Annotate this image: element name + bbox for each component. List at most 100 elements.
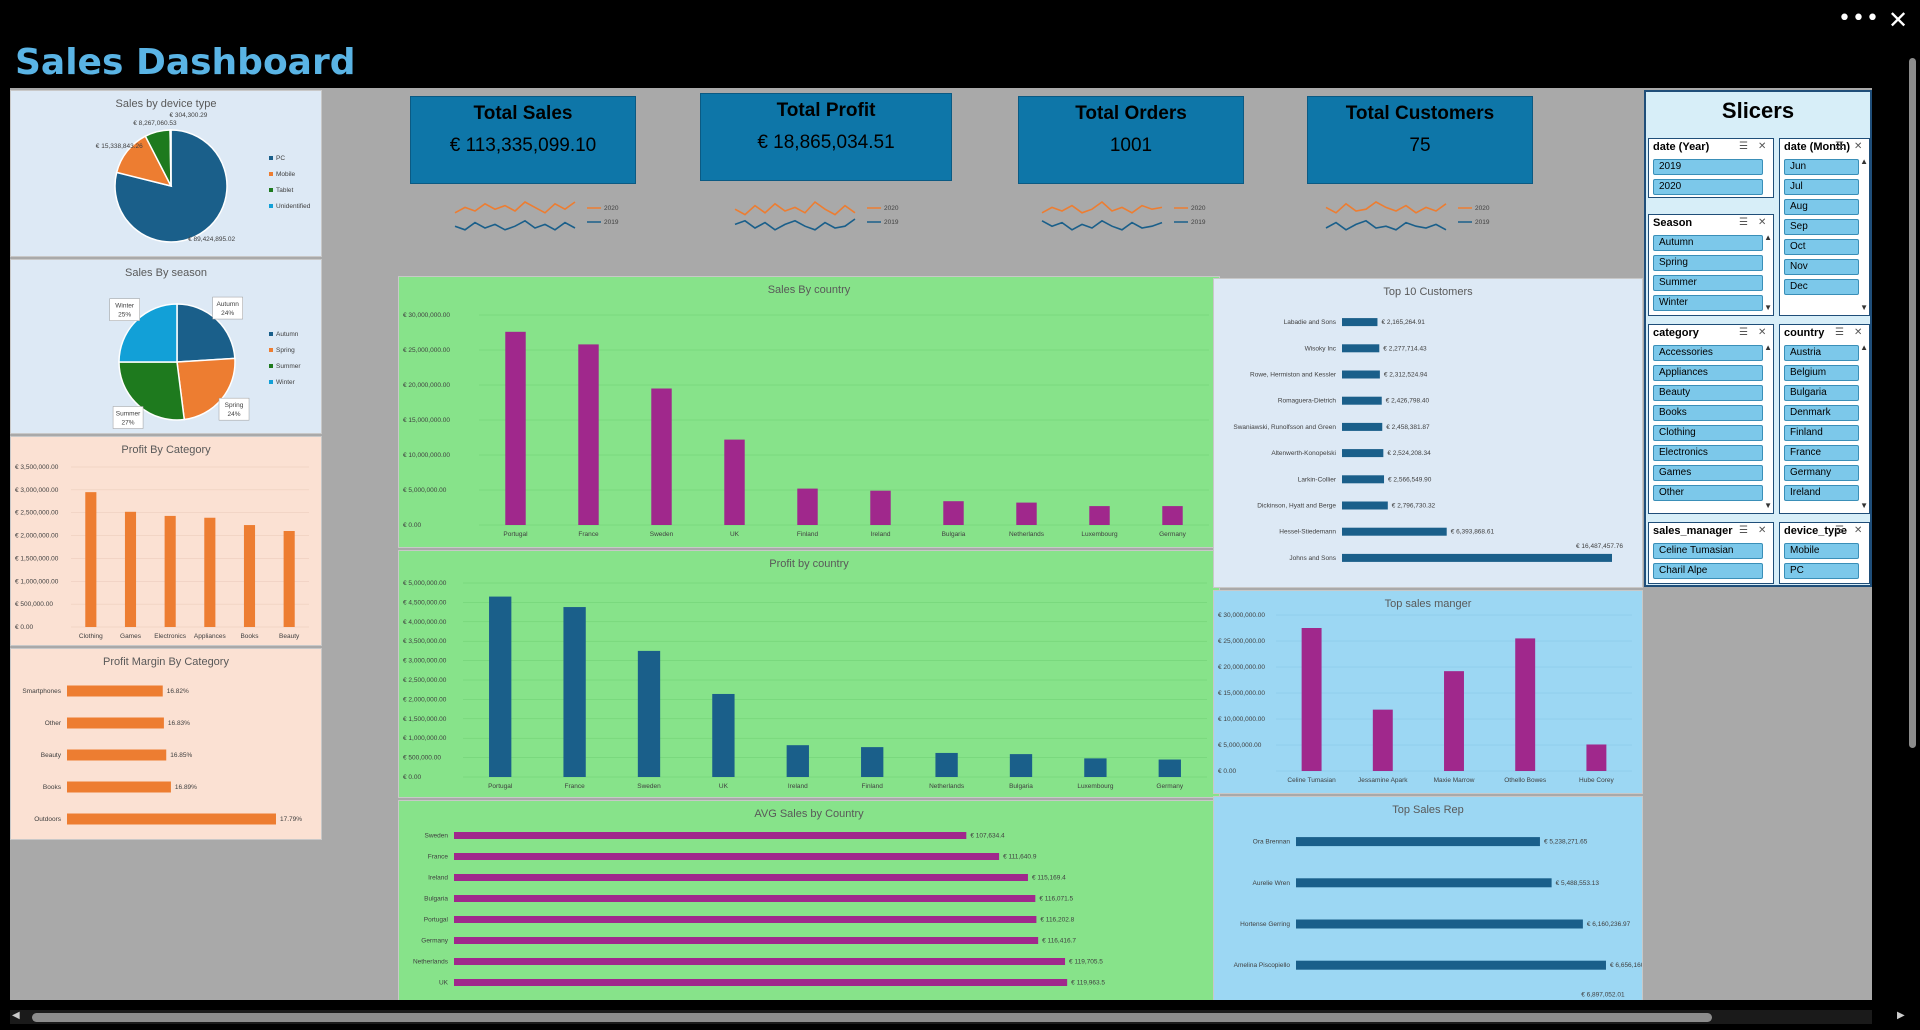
bar-swaniawski-runolfsson-and-green xyxy=(1342,422,1383,431)
top-customers-panel[interactable]: Top 10 Customers Labadie and Sons € 2,165,… xyxy=(1213,278,1643,588)
y-tick-label: € 10,000,000.00 xyxy=(403,452,450,459)
slicer-item[interactable]: Clothing xyxy=(1653,425,1763,441)
x-tick-label: Netherlands xyxy=(1009,531,1045,538)
slicer-item[interactable]: Nov xyxy=(1784,259,1859,275)
chart-title: Top 10 Customers xyxy=(1383,286,1473,298)
bar-ora-brennan xyxy=(1296,837,1540,847)
category-label: Smartphones xyxy=(22,688,61,695)
slicer-item[interactable]: Austria xyxy=(1784,345,1859,361)
sales-by-country-panel[interactable]: Sales By country € 0.00 € 5,000,000.00 € 10… xyxy=(398,276,1220,548)
slicer-item[interactable]: Sep xyxy=(1784,219,1859,235)
sparkline-2019 xyxy=(454,219,576,231)
sales-by-device-panel[interactable]: Sales by device type € 89,424,895.02 € 15,… xyxy=(10,90,322,257)
clear-filter-icon[interactable]: ✕ xyxy=(1854,141,1863,152)
vertical-scroll-thumb[interactable] xyxy=(1909,58,1916,748)
more-options-icon[interactable]: ••• xyxy=(1838,6,1880,31)
profit-by-country-panel[interactable]: Profit by country € 0.00 € 500,000.00 € 1,0… xyxy=(398,550,1220,798)
pie-data-label: € 8,267,060.53 xyxy=(133,120,177,127)
profit-by-category-panel[interactable]: Profit By Category € 0.00 € 500,000.00 € 1,… xyxy=(10,436,322,646)
slicer-item[interactable]: Jul xyxy=(1784,179,1859,195)
scroll-up-icon[interactable]: ▲ xyxy=(1860,343,1868,352)
slicer-item[interactable]: Other xyxy=(1653,485,1763,501)
slicer-item[interactable]: France xyxy=(1784,445,1859,461)
scroll-down-icon[interactable]: ▼ xyxy=(1764,501,1772,510)
slicer-item[interactable]: Bulgaria xyxy=(1784,385,1859,401)
slicer-item[interactable]: Electronics xyxy=(1653,445,1763,461)
slicer-item[interactable]: 2020 xyxy=(1653,179,1763,195)
scroll-right-icon[interactable]: ▶ xyxy=(1897,1010,1905,1021)
profit-margin-panel[interactable]: Profit Margin By Category Smartphones 16.8… xyxy=(10,648,322,840)
slicer-item[interactable]: Summer xyxy=(1653,275,1763,291)
avg-sales-by-country-panel[interactable]: AVG Sales by Country Sweden € 107,634.4 Fra… xyxy=(398,800,1220,1000)
slicer-item[interactable]: Winter xyxy=(1653,295,1763,311)
scroll-up-icon[interactable]: ▲ xyxy=(1764,233,1772,242)
bar-dickinson-hyatt-and-berge xyxy=(1342,501,1388,510)
slicer-item[interactable]: Beauty xyxy=(1653,385,1763,401)
top-sales-rep-panel[interactable]: Top Sales Rep Ora Brennan € 5,238,271.65 Au… xyxy=(1213,796,1654,1000)
y-tick-label: € 0.00 xyxy=(15,624,33,631)
scroll-up-icon[interactable]: ▲ xyxy=(1860,157,1868,166)
clear-filter-icon[interactable]: ✕ xyxy=(1854,327,1863,338)
scroll-down-icon[interactable]: ▼ xyxy=(1764,303,1772,312)
sales-by-season-panel[interactable]: Sales By season Autumn 24% Spring 24% Summer 2… xyxy=(10,259,322,434)
slicer-item[interactable]: Ireland xyxy=(1784,485,1859,501)
slicer-item[interactable]: Charil Alpe xyxy=(1653,563,1763,579)
close-icon[interactable]: ✕ xyxy=(1888,6,1909,34)
scroll-down-icon[interactable]: ▼ xyxy=(1860,303,1868,312)
y-tick-label: € 3,500,000.00 xyxy=(403,638,447,645)
clear-filter-icon[interactable]: ✕ xyxy=(1758,525,1767,536)
multi-select-icon[interactable]: ☰ xyxy=(1739,141,1748,152)
kpi-total-orders[interactable]: Total Orders 1001 xyxy=(1018,96,1244,184)
slicer-item[interactable]: 2019 xyxy=(1653,159,1763,175)
multi-select-icon[interactable]: ☰ xyxy=(1739,525,1748,536)
kpi-total-customers[interactable]: Total Customers 75 xyxy=(1307,96,1533,184)
slicer-item[interactable]: Books xyxy=(1653,405,1763,421)
slicer-item[interactable]: Mobile xyxy=(1784,543,1859,559)
clear-filter-icon[interactable]: ✕ xyxy=(1758,141,1767,152)
kpi-label: Total Sales xyxy=(473,103,573,124)
multi-select-icon[interactable]: ☰ xyxy=(1739,217,1748,228)
slicer-item[interactable]: Belgium xyxy=(1784,365,1859,381)
slicer-item[interactable]: Denmark xyxy=(1784,405,1859,421)
slicer-item[interactable]: Finland xyxy=(1784,425,1859,441)
slicer-item[interactable]: Appliances xyxy=(1653,365,1763,381)
pie-slice-autumn xyxy=(176,303,236,363)
scroll-left-icon[interactable]: ◀ xyxy=(12,1010,20,1021)
slicer-item[interactable]: Celine Tumasian xyxy=(1653,543,1763,559)
x-tick-label: Netherlands xyxy=(929,783,965,790)
bar-aurelie-wren xyxy=(1296,878,1552,888)
top-sales-manager-panel[interactable]: Top sales manger € 0.00 € 5,000,000.00 € 10… xyxy=(1213,590,1643,794)
kpi-label: Total Profit xyxy=(776,100,876,121)
slicer-item[interactable]: Jun xyxy=(1784,159,1859,175)
slicer-item[interactable]: Germany xyxy=(1784,465,1859,481)
bar-romaguera-dietrich xyxy=(1342,396,1382,405)
multi-select-icon[interactable]: ☰ xyxy=(1835,141,1844,152)
slicer-item[interactable]: Accessories xyxy=(1653,345,1763,361)
horizontal-scrollbar[interactable]: ◀ ▶ xyxy=(10,1010,1905,1024)
x-tick-label: Ireland xyxy=(871,531,891,538)
slicer-item[interactable]: PC xyxy=(1784,563,1859,579)
clear-filter-icon[interactable]: ✕ xyxy=(1854,525,1863,536)
horizontal-scroll-thumb[interactable] xyxy=(32,1013,1712,1022)
slicer-item[interactable]: Spring xyxy=(1653,255,1763,271)
multi-select-icon[interactable]: ☰ xyxy=(1739,327,1748,338)
clear-filter-icon[interactable]: ✕ xyxy=(1758,327,1767,338)
sparkline-1: 2020 2019 xyxy=(454,201,619,231)
slicer-header: category xyxy=(1653,327,1699,339)
clear-filter-icon[interactable]: ✕ xyxy=(1758,217,1767,228)
vertical-scrollbar[interactable] xyxy=(1905,38,1920,1000)
legend-entry: 2020 xyxy=(884,205,899,212)
kpi-total-profit[interactable]: Total Profit € 18,865,034.51 xyxy=(700,93,952,181)
kpi-total-sales[interactable]: Total Sales € 113,335,099.10 xyxy=(410,96,636,184)
slicer-item[interactable]: Oct xyxy=(1784,239,1859,255)
scroll-up-icon[interactable]: ▲ xyxy=(1764,343,1772,352)
multi-select-icon[interactable]: ☰ xyxy=(1835,525,1844,536)
y-tick-label: € 1,000,000.00 xyxy=(15,578,59,585)
slicer-item[interactable]: Autumn xyxy=(1653,235,1763,251)
legend-entry: Spring xyxy=(276,347,295,354)
slicer-item[interactable]: Games xyxy=(1653,465,1763,481)
multi-select-icon[interactable]: ☰ xyxy=(1835,327,1844,338)
scroll-down-icon[interactable]: ▼ xyxy=(1860,501,1868,510)
slicer-item[interactable]: Aug xyxy=(1784,199,1859,215)
slicer-item[interactable]: Dec xyxy=(1784,279,1859,295)
